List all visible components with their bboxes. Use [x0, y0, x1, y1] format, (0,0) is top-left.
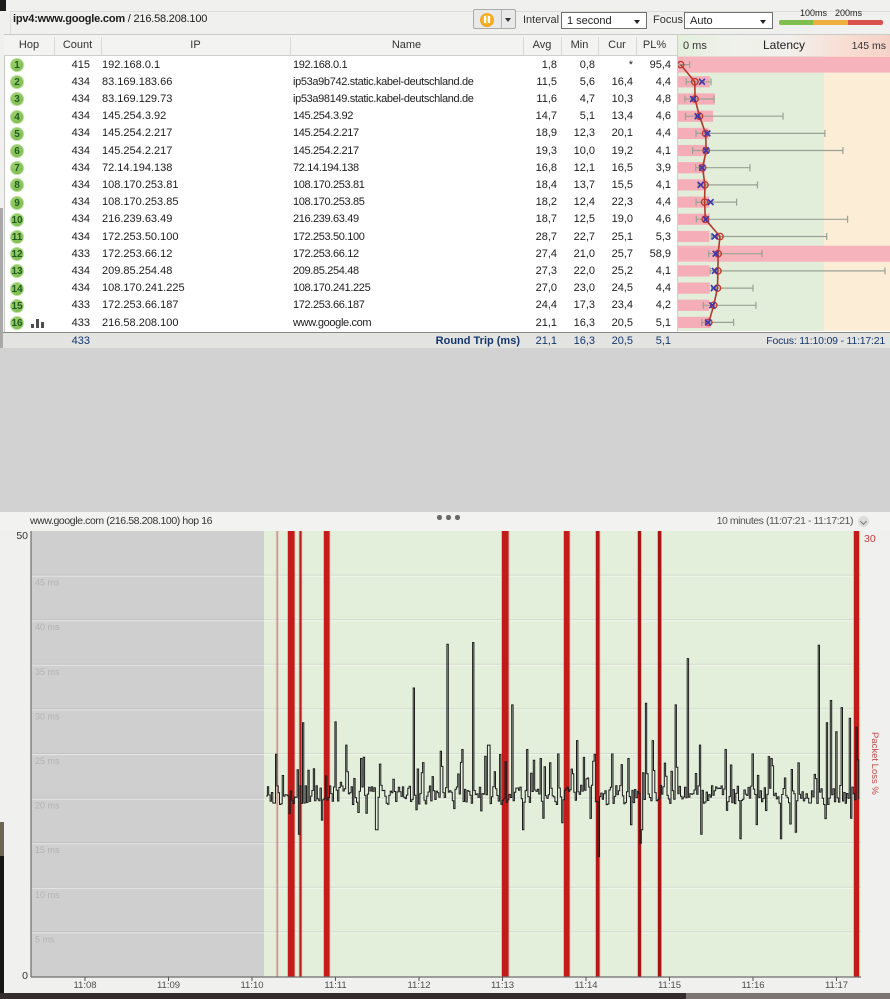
svg-text:15 ms: 15 ms — [35, 845, 60, 855]
svg-text:35 ms: 35 ms — [35, 667, 60, 677]
svg-text:11:12: 11:12 — [407, 980, 430, 991]
svg-text:11:10: 11:10 — [240, 980, 263, 991]
svg-text:20 ms: 20 ms — [35, 801, 60, 811]
svg-text:30 ms: 30 ms — [35, 711, 60, 721]
svg-text:50: 50 — [16, 530, 28, 542]
svg-text:11:17: 11:17 — [825, 980, 848, 991]
svg-text:11:14: 11:14 — [574, 980, 597, 991]
svg-text:11:13: 11:13 — [491, 980, 514, 991]
svg-text:11:09: 11:09 — [157, 980, 180, 991]
svg-text:11:08: 11:08 — [73, 980, 96, 991]
svg-text:0: 0 — [22, 970, 28, 982]
svg-text:10 ms: 10 ms — [35, 890, 60, 900]
svg-text:11:16: 11:16 — [741, 980, 764, 991]
svg-text:40 ms: 40 ms — [35, 622, 60, 632]
svg-text:11:11: 11:11 — [324, 980, 346, 991]
svg-text:Packet Loss %: Packet Loss % — [869, 732, 880, 795]
svg-text:45 ms: 45 ms — [35, 578, 60, 588]
svg-text:11:15: 11:15 — [658, 980, 681, 991]
svg-text:25 ms: 25 ms — [35, 756, 60, 766]
svg-text:30: 30 — [864, 533, 876, 545]
svg-text:5 ms: 5 ms — [35, 934, 55, 944]
